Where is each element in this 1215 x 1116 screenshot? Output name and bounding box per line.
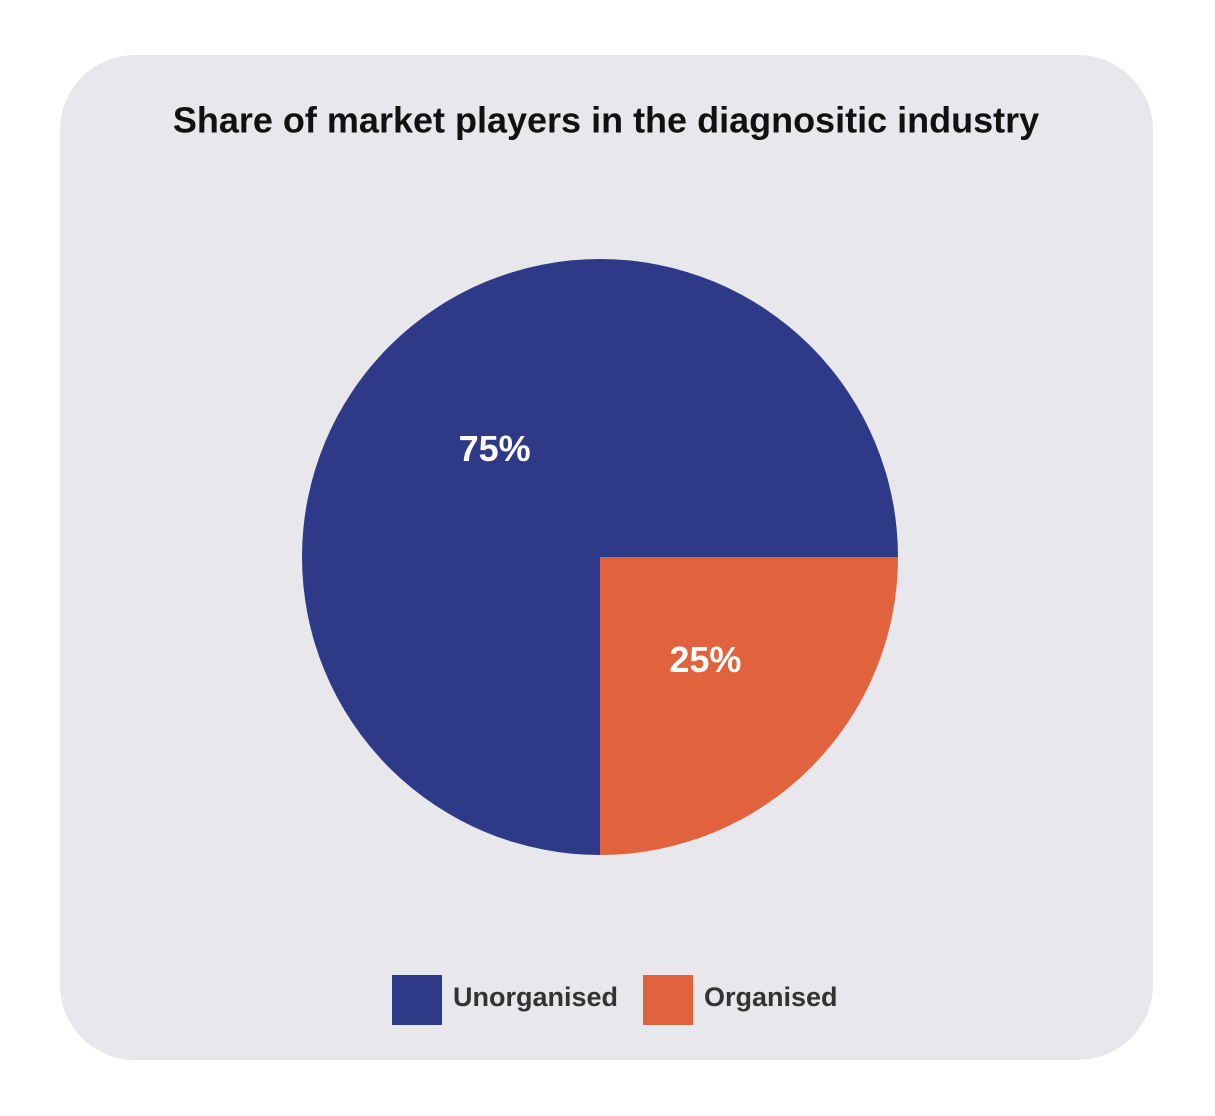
legend-label: Organised <box>704 982 838 1012</box>
slice-label: 25% <box>669 639 741 680</box>
pie-slice <box>600 557 898 855</box>
legend-swatch <box>392 975 442 1025</box>
legend-swatch <box>643 975 693 1025</box>
slice-label: 75% <box>459 428 531 469</box>
legend-label: Unorganised <box>453 982 618 1012</box>
chart-title: Share of market players in the diagnosit… <box>173 100 1039 141</box>
